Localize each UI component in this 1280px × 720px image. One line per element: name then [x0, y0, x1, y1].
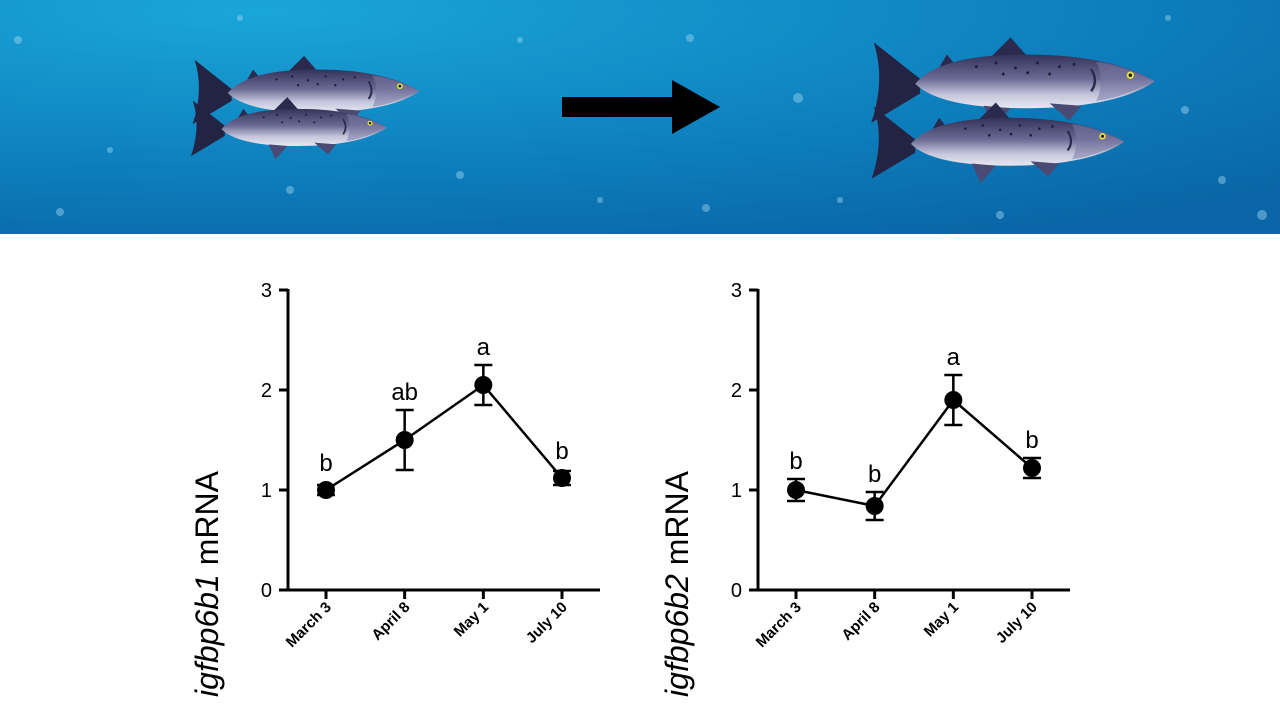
y-tick-label: 2	[261, 380, 272, 402]
significance-label: b	[319, 450, 332, 477]
x-tick-label: March 3	[753, 599, 805, 651]
right-arrow-icon	[562, 80, 720, 134]
y-tick-label: 0	[731, 580, 742, 602]
y-tick-label: 0	[261, 580, 272, 602]
y-axis-title: igfbp6b2 mRNA	[659, 470, 695, 697]
x-tick-label: May 1	[921, 599, 963, 641]
significance-label: b	[555, 438, 568, 465]
y-axis-unit: mRNA	[659, 470, 695, 574]
data-point	[787, 481, 805, 499]
x-tick-label: April 8	[838, 599, 883, 644]
y-axis-unit: mRNA	[189, 470, 225, 574]
y-tick-label: 1	[731, 480, 742, 502]
x-tick-label: July 10	[993, 599, 1041, 647]
significance-label: b	[1025, 427, 1038, 454]
igfbp6b2-chart: igfbp6b2 mRNA 0 1 2 3 March 3 b April 8 b May 1 a…	[659, 280, 1070, 697]
svg-text:igfbp6b1 mRNA: igfbp6b1 mRNA	[189, 470, 225, 697]
series-line	[795, 398, 1033, 508]
y-axis-gene: igfbp6b2	[659, 574, 695, 697]
y-axis-gene: igfbp6b1	[189, 574, 225, 697]
data-point	[944, 391, 963, 409]
series-line	[325, 383, 563, 492]
x-tick-label: July 10	[523, 599, 571, 647]
svg-text:igfbp6b2 mRNA: igfbp6b2 mRNA	[659, 470, 695, 697]
significance-label: a	[477, 334, 491, 361]
x-tick-label: March 3	[283, 599, 335, 651]
significance-label: b	[868, 461, 881, 488]
data-point	[553, 469, 571, 487]
data-point	[1023, 459, 1041, 477]
y-tick-label: 2	[731, 380, 742, 402]
x-tick-label: April 8	[368, 599, 413, 644]
significance-label: a	[947, 344, 961, 371]
data-point	[865, 497, 884, 515]
x-tick-label: May 1	[451, 599, 493, 641]
y-axis-title: igfbp6b1 mRNA	[189, 470, 225, 697]
data-point	[317, 481, 335, 499]
data-point	[474, 376, 493, 394]
y-tick-label: 3	[261, 280, 272, 302]
significance-label: b	[789, 448, 802, 475]
data-point	[395, 431, 414, 449]
significance-label: ab	[391, 379, 418, 406]
salmon-growth-banner	[0, 0, 1280, 234]
y-tick-label: 1	[261, 480, 272, 502]
y-tick-label: 3	[731, 280, 742, 302]
